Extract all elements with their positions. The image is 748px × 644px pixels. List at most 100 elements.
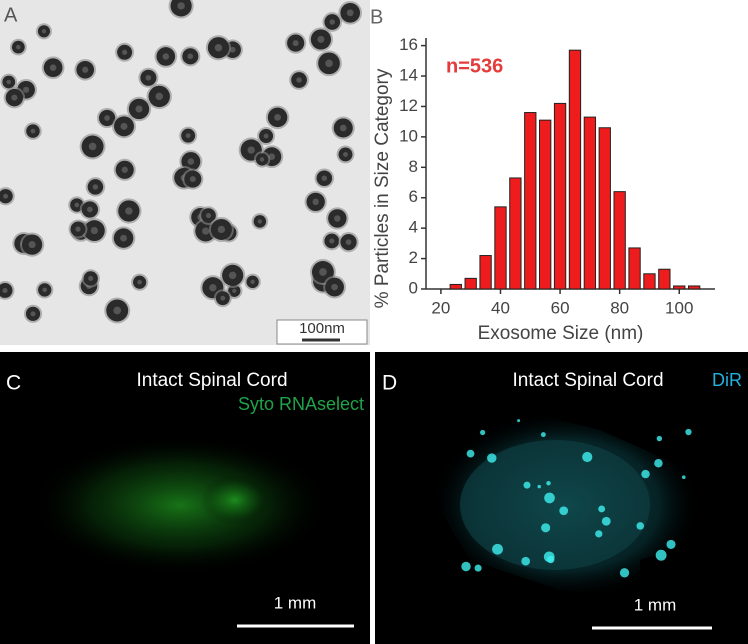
dir-spot — [492, 543, 503, 555]
vesicle — [339, 124, 347, 132]
scale-label: 1 mm — [274, 593, 317, 612]
bar — [673, 285, 686, 290]
vesicle — [121, 166, 128, 173]
dir-spot — [641, 469, 650, 479]
vesicle — [75, 226, 81, 232]
vesicle — [23, 86, 30, 93]
dir-spot — [559, 506, 569, 516]
dir-spot — [540, 432, 546, 438]
vesicle — [205, 213, 212, 219]
vesicle — [6, 79, 12, 85]
bar — [658, 268, 671, 290]
vesicle — [135, 105, 143, 113]
vesicle — [220, 295, 226, 301]
dir-spot — [487, 453, 497, 463]
dir-spot — [461, 561, 471, 572]
stain-label: Syto RNAselect — [238, 394, 364, 414]
vesicle — [2, 287, 8, 294]
bar — [628, 247, 641, 290]
y-tick-label: 14 — [399, 66, 418, 85]
tissue — [30, 435, 330, 575]
dir-spot — [582, 451, 593, 463]
x-axis-label: Exosome Size (nm) — [478, 323, 644, 344]
annotation: n=536 — [446, 55, 503, 77]
vesicle — [30, 128, 36, 134]
bar — [643, 273, 656, 290]
bar — [449, 283, 462, 290]
y-tick-label: 12 — [399, 96, 418, 115]
vesicle — [202, 227, 210, 235]
tissue — [460, 440, 650, 570]
vesicle — [317, 35, 325, 43]
vesicle — [250, 279, 255, 285]
bar — [539, 119, 552, 290]
dir-spot — [474, 564, 482, 572]
vesicle — [228, 271, 237, 280]
bar — [509, 177, 522, 290]
vesicle — [137, 279, 142, 285]
y-axis-label: % Particles in Size Category — [372, 68, 393, 308]
bar — [583, 116, 597, 290]
vesicle — [155, 92, 163, 101]
vesicle — [185, 133, 191, 139]
vesicle — [329, 238, 335, 244]
vesicle — [257, 219, 263, 224]
dir-spot — [598, 505, 606, 513]
y-tick-label: 10 — [399, 126, 418, 145]
dir-spot — [685, 428, 692, 436]
x-tick-label: 80 — [610, 298, 629, 317]
vesicle — [263, 133, 269, 139]
dir-spot — [654, 459, 663, 468]
bar — [568, 49, 582, 290]
vesicle — [229, 46, 236, 53]
dir-spot — [480, 429, 486, 436]
x-tick-label: 60 — [551, 298, 570, 317]
bar — [464, 277, 477, 290]
stain-label: DiR — [712, 370, 742, 390]
dir-spot — [546, 480, 551, 486]
dir-spot — [666, 539, 676, 549]
y-tick-label: 8 — [409, 157, 418, 176]
panel-label: A — [4, 4, 18, 26]
vesicle — [274, 113, 281, 121]
vesicle — [214, 44, 223, 52]
vesicle — [88, 275, 94, 281]
dir-spot — [541, 523, 551, 533]
vesicle — [217, 225, 226, 234]
vesicle — [3, 193, 9, 199]
vesicle — [125, 207, 133, 215]
vesicle — [319, 268, 327, 276]
vesicle — [113, 306, 122, 315]
vesicle — [41, 29, 47, 34]
dir-spot — [537, 484, 541, 489]
vesicle — [247, 146, 255, 154]
dir-spot — [656, 435, 663, 442]
vesicle — [292, 40, 299, 47]
bar — [598, 127, 611, 290]
vesicle — [162, 53, 170, 60]
vesicle — [209, 284, 217, 292]
bar — [524, 112, 537, 290]
vesicle — [121, 49, 128, 55]
vesicle — [187, 53, 194, 60]
scale-label: 100nm — [299, 320, 345, 337]
vesicle — [92, 184, 99, 190]
bar — [613, 191, 626, 290]
bar — [479, 255, 492, 290]
dir-spot — [619, 568, 630, 578]
x-tick-label: 20 — [431, 298, 450, 317]
vesicle — [82, 66, 89, 73]
y-tick-label: 4 — [409, 218, 418, 237]
dir-spot — [523, 481, 531, 489]
panel-label: C — [6, 372, 21, 395]
y-tick-label: 16 — [399, 35, 418, 54]
tissue — [200, 475, 270, 525]
vesicle — [42, 287, 48, 293]
vesicle — [232, 288, 237, 293]
bar — [687, 285, 701, 290]
y-tick-label: 0 — [409, 278, 418, 297]
vesicle — [104, 115, 110, 121]
panel-title: Intact Spinal Cord — [136, 370, 287, 391]
y-tick-label: 2 — [409, 248, 418, 267]
